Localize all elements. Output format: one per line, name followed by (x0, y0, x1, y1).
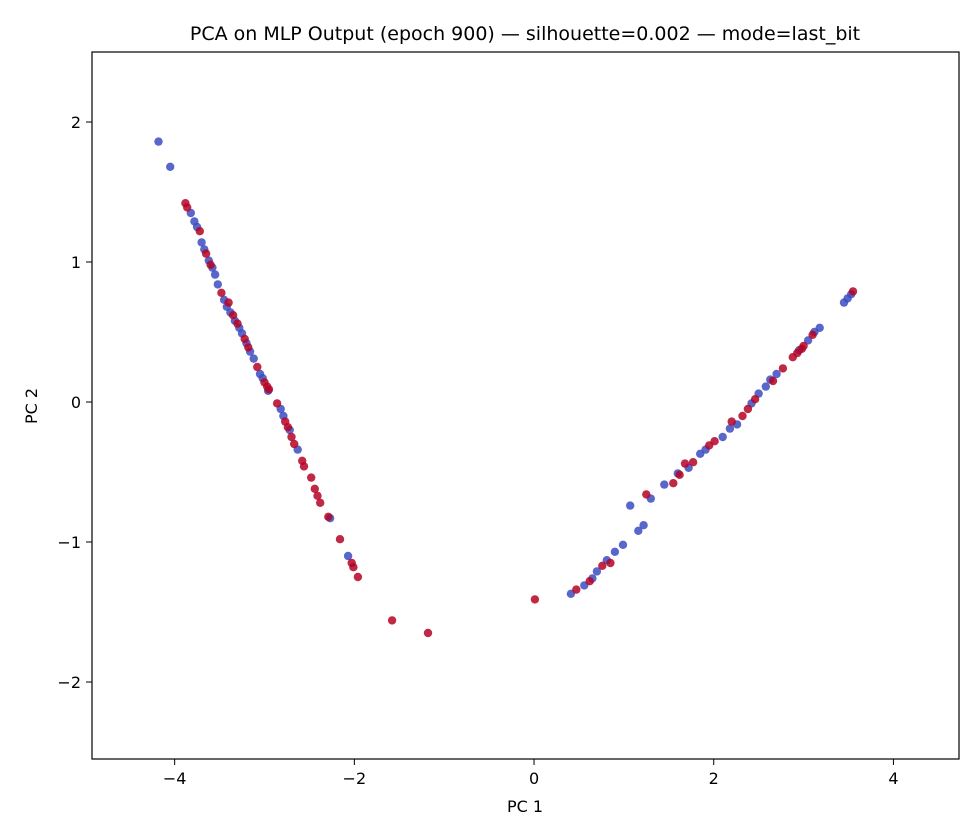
scatter-point-class_1 (316, 498, 325, 507)
x-tick-label: −2 (343, 769, 367, 788)
scatter-point-class_0 (803, 336, 813, 345)
x-tick-label: 2 (709, 769, 719, 788)
chart-title: PCA on MLP Output (epoch 900) — silhouet… (190, 23, 860, 45)
scatter-point-class_1 (423, 628, 433, 638)
scatter-point-class_1 (808, 330, 817, 339)
scatter-point-class_1 (233, 319, 242, 328)
scatter-point-class_1 (738, 411, 747, 421)
scatter-point-class_1 (307, 473, 316, 482)
y-axis: −2 −1 0 1 2 (57, 113, 92, 692)
x-axis: −4 −2 0 2 4 (163, 759, 899, 788)
scatter-point-class_1 (313, 491, 322, 500)
scatter-point-class_1 (224, 298, 233, 307)
scatter-point-class_1 (585, 577, 594, 586)
points-layer (154, 137, 858, 638)
scatter-point-class_1 (283, 423, 293, 432)
scatter-point-class_1 (349, 563, 358, 572)
scatter-point-class_1 (387, 616, 397, 625)
scatter-point-class_1 (743, 404, 753, 414)
x-tick-label: 0 (529, 769, 539, 788)
scatter-point-class_0 (343, 551, 353, 561)
scatter-point-class_1 (335, 535, 345, 544)
scatter-point-class_1 (195, 227, 204, 236)
scatter-point-class_1 (253, 362, 262, 372)
scatter-point-class_0 (197, 238, 206, 247)
scatter-point-class_0 (815, 323, 824, 332)
scatter-point-class_0 (626, 501, 635, 510)
scatter-point-class_1 (310, 484, 319, 493)
scatter-point-class_1 (287, 432, 296, 442)
scatter-point-class_0 (718, 432, 727, 442)
scatter-point-class_0 (634, 526, 643, 535)
scatter-point-class_1 (272, 399, 282, 408)
scatter-point-class_1 (353, 572, 363, 582)
scatter-point-class_1 (244, 343, 253, 352)
scatter-point-class_1 (206, 260, 215, 269)
scatter-point-class_0 (249, 354, 258, 363)
scatter-point-class_1 (642, 490, 651, 499)
scatter-point-class_1 (324, 512, 333, 521)
scatter-point-class_1 (299, 462, 309, 471)
scatter-point-class_1 (201, 249, 211, 258)
scatter-point-class_1 (848, 287, 858, 296)
scatter-point-class_0 (772, 369, 781, 379)
scatter-point-class_0 (660, 480, 669, 489)
scatter-point-class_1 (778, 364, 788, 373)
scatter-point-class_1 (750, 395, 760, 404)
scatter-point-class_1 (727, 417, 736, 426)
y-tick-label: −2 (57, 673, 81, 692)
scatter-point-class_1 (598, 561, 607, 570)
scatter-point-class_1 (710, 437, 719, 446)
scatter-point-class_1 (799, 341, 808, 351)
x-tick-label: −4 (163, 769, 187, 788)
scatter-point-class_1 (606, 558, 615, 568)
scatter-point-class_0 (725, 424, 735, 433)
scatter-point-class_0 (592, 567, 602, 576)
x-tick-label: 4 (888, 769, 898, 788)
y-tick-label: 2 (71, 113, 81, 132)
scatter-point-class_1 (680, 459, 690, 468)
scatter-point-class_1 (688, 458, 698, 467)
scatter-point-class_1 (240, 334, 249, 344)
x-axis-label: PC 1 (507, 797, 543, 816)
scatter-point-class_1 (264, 385, 274, 394)
scatter-point-class_1 (669, 479, 678, 488)
scatter-point-class_1 (290, 439, 299, 449)
scatter-point-class_0 (166, 162, 175, 171)
scatter-point-class_1 (217, 288, 226, 297)
scatter-point-class_1 (183, 203, 192, 212)
y-tick-label: −1 (57, 533, 81, 552)
scatter-point-class_0 (213, 280, 222, 289)
scatter-point-class_1 (675, 470, 684, 479)
y-tick-label: 1 (71, 253, 81, 272)
scatter-point-class_0 (610, 547, 620, 556)
plot-frame (91, 51, 960, 760)
scatter-point-class_1 (530, 595, 540, 604)
scatter-point-class_1 (572, 585, 581, 594)
scatter-point-class_0 (761, 382, 770, 391)
scatter-point-class_0 (210, 270, 220, 279)
scatter-point-class_0 (639, 521, 648, 530)
y-axis-label: PC 2 (22, 388, 41, 424)
scatter-point-class_1 (228, 311, 238, 320)
y-tick-label: 0 (71, 393, 81, 412)
scatter-point-class_0 (618, 540, 628, 549)
scatter-point-class_1 (768, 376, 778, 386)
scatter-point-class_0 (154, 137, 163, 146)
